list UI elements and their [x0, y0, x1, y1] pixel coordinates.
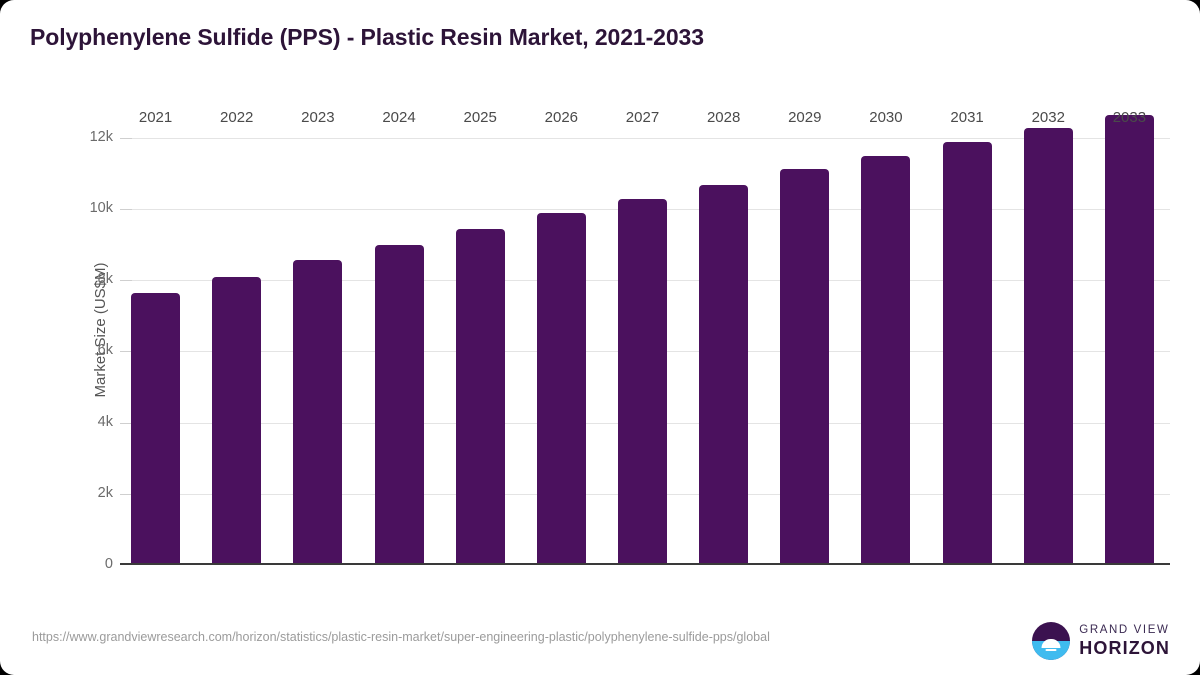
x-axis-tick-label: 2026: [544, 109, 579, 126]
x-axis-tick-label: 2033: [1112, 109, 1147, 126]
x-axis-tick-label: 2021: [138, 109, 173, 126]
source-url[interactable]: https://www.grandviewresearch.com/horizo…: [32, 630, 770, 644]
bar[interactable]: [536, 213, 586, 565]
bar[interactable]: [293, 260, 343, 565]
y-axis-tick-label: 8k: [97, 271, 113, 288]
y-axis-tick-mark: [120, 493, 132, 495]
y-axis-tick-mark: [120, 208, 132, 210]
y-axis-tick-mark: [120, 137, 132, 139]
x-axis-tick-label: 2030: [869, 109, 903, 126]
grand-view-horizon-logo[interactable]: GRAND VIEW HORIZON: [1032, 622, 1170, 660]
horizon-sun-icon: [1032, 622, 1071, 660]
logo-line-2: [1045, 648, 1057, 651]
logo-top-text: GRAND VIEW: [1079, 623, 1170, 636]
logo-line-1: [1043, 644, 1060, 647]
x-axis-tick-label: 2027: [625, 109, 660, 126]
y-axis-tick-mark: [120, 351, 132, 353]
x-axis-tick-label: 2025: [463, 109, 497, 126]
x-axis-tick-label: 2032: [1031, 109, 1065, 126]
bar[interactable]: [1104, 114, 1154, 565]
bar[interactable]: [942, 141, 992, 565]
bar[interactable]: [212, 277, 262, 565]
bar[interactable]: [780, 168, 830, 565]
gridline: [132, 137, 1170, 139]
page-title: Polyphenylene Sulfide (PPS) - Plastic Re…: [30, 24, 704, 50]
bar[interactable]: [699, 184, 749, 565]
bar[interactable]: [455, 229, 505, 565]
chart-plot-area: Market Size (US$M) 0 2k 4k 6k 8k 10k 12k 2021 2…: [90, 95, 1170, 572]
logo-bottom-text: HORIZON: [1079, 638, 1170, 659]
bar[interactable]: [618, 198, 667, 565]
y-axis-tick-mark: [120, 422, 132, 424]
x-axis-tick-label: 2028: [706, 109, 741, 126]
logo-text: GRAND VIEW HORIZON: [1079, 623, 1170, 659]
bar[interactable]: [131, 293, 181, 565]
y-axis-tick-mark: [120, 280, 132, 282]
x-axis-tick-label: 2023: [301, 109, 335, 126]
y-axis-tick-label: 0: [104, 556, 113, 572]
bar[interactable]: [861, 155, 911, 565]
logo-dome-shape: [1041, 638, 1061, 649]
bar[interactable]: [374, 245, 424, 565]
x-axis-tick-label: 2029: [788, 109, 822, 126]
y-axis-tick-label: 12k: [89, 128, 113, 145]
x-axis-tick-label: 2031: [950, 109, 984, 126]
x-axis-line: [120, 563, 1170, 565]
y-axis-tick-label: 6k: [97, 342, 113, 359]
x-axis-tick-label: 2022: [220, 109, 254, 126]
y-axis-tick-label: 4k: [97, 413, 113, 430]
y-axis-tick-label: 10k: [89, 199, 113, 216]
x-axis-tick-label: 2024: [382, 109, 416, 126]
y-axis-tick-label: 2k: [97, 484, 113, 501]
bar[interactable]: [1023, 127, 1073, 565]
